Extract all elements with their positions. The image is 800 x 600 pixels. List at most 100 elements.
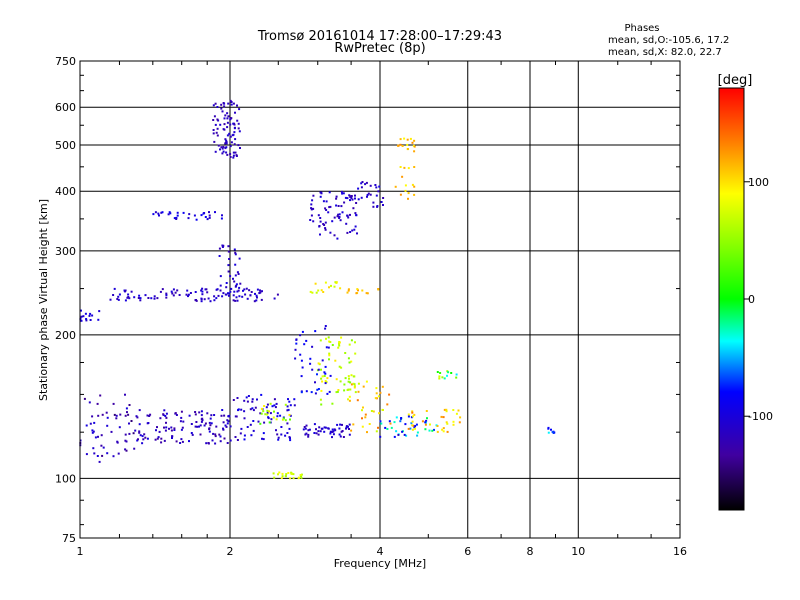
data-point <box>324 227 327 230</box>
data-point <box>310 207 313 210</box>
data-point <box>124 289 127 292</box>
data-point <box>248 289 251 292</box>
data-point <box>225 286 228 289</box>
data-point <box>229 123 232 126</box>
data-point <box>208 421 211 424</box>
data-point <box>236 104 238 107</box>
data-point <box>238 286 241 289</box>
data-point <box>208 214 211 217</box>
data-point <box>229 156 232 158</box>
data-point <box>349 388 352 391</box>
data-point <box>413 139 416 142</box>
data-point <box>160 211 163 214</box>
data-point <box>208 216 211 219</box>
data-point <box>364 416 367 419</box>
data-point <box>234 285 237 288</box>
data-point <box>206 291 209 294</box>
data-point <box>334 281 337 284</box>
data-point <box>173 427 176 430</box>
data-point <box>206 218 209 221</box>
data-point <box>321 359 324 362</box>
data-point <box>315 428 317 431</box>
data-point <box>348 377 350 380</box>
data-point <box>356 232 358 235</box>
data-point <box>354 225 357 228</box>
data-point <box>156 437 159 440</box>
colorbar-tick-label: 0 <box>748 293 755 306</box>
data-point <box>347 357 350 360</box>
data-point <box>261 437 263 440</box>
data-point <box>259 412 262 415</box>
data-point <box>139 297 142 300</box>
data-point <box>188 440 190 443</box>
data-point <box>441 376 444 379</box>
data-point <box>362 406 364 409</box>
data-point <box>324 382 327 385</box>
data-point <box>337 346 340 349</box>
data-point <box>227 245 230 248</box>
data-point <box>243 434 246 437</box>
data-point <box>263 405 266 407</box>
data-point <box>215 131 218 134</box>
data-point <box>176 211 179 214</box>
data-point <box>284 434 287 437</box>
data-point <box>229 290 232 293</box>
data-point <box>303 426 306 428</box>
data-point <box>341 423 343 426</box>
data-point <box>335 197 338 200</box>
data-point <box>350 360 353 363</box>
data-point <box>224 138 227 141</box>
data-point <box>287 398 289 401</box>
data-point <box>412 415 414 418</box>
data-point <box>340 336 343 339</box>
data-point <box>309 219 312 221</box>
data-point <box>242 289 244 292</box>
data-point <box>441 428 444 431</box>
data-point <box>291 472 293 475</box>
data-point <box>219 284 222 287</box>
data-point <box>328 206 331 209</box>
data-point <box>354 212 357 215</box>
data-point <box>299 334 302 337</box>
data-point <box>446 430 449 433</box>
data-point <box>125 449 128 452</box>
x-tick-label: 8 <box>527 545 534 558</box>
data-point <box>224 424 227 427</box>
data-point <box>330 284 332 287</box>
data-point <box>350 197 353 199</box>
data-point <box>147 297 150 299</box>
data-point <box>220 217 223 220</box>
data-point <box>268 410 270 413</box>
data-point <box>311 345 314 348</box>
data-point <box>165 292 168 295</box>
data-point <box>366 195 368 198</box>
data-point <box>320 377 323 380</box>
data-point <box>300 375 303 378</box>
data-point <box>329 430 332 433</box>
data-point <box>115 417 118 420</box>
data-point <box>357 187 360 190</box>
data-point <box>180 438 183 441</box>
data-point <box>92 430 95 433</box>
data-point <box>277 438 280 441</box>
data-point <box>219 148 221 151</box>
data-point <box>244 293 247 296</box>
data-point <box>455 373 458 376</box>
data-point <box>374 397 377 400</box>
chart-title: Tromsø 20161014 17:28:00–17:29:43 <box>257 29 502 44</box>
data-point <box>337 213 340 216</box>
data-point <box>375 387 378 390</box>
data-point <box>388 393 391 396</box>
data-point <box>346 231 349 234</box>
data-point <box>230 117 233 120</box>
data-point <box>213 299 216 302</box>
data-point <box>96 402 99 405</box>
data-point <box>134 429 137 432</box>
data-point <box>336 237 339 240</box>
data-point <box>117 452 120 455</box>
data-point <box>201 417 204 420</box>
data-point <box>312 194 315 197</box>
data-point <box>328 358 330 361</box>
data-point <box>329 205 332 208</box>
data-point <box>393 421 396 424</box>
